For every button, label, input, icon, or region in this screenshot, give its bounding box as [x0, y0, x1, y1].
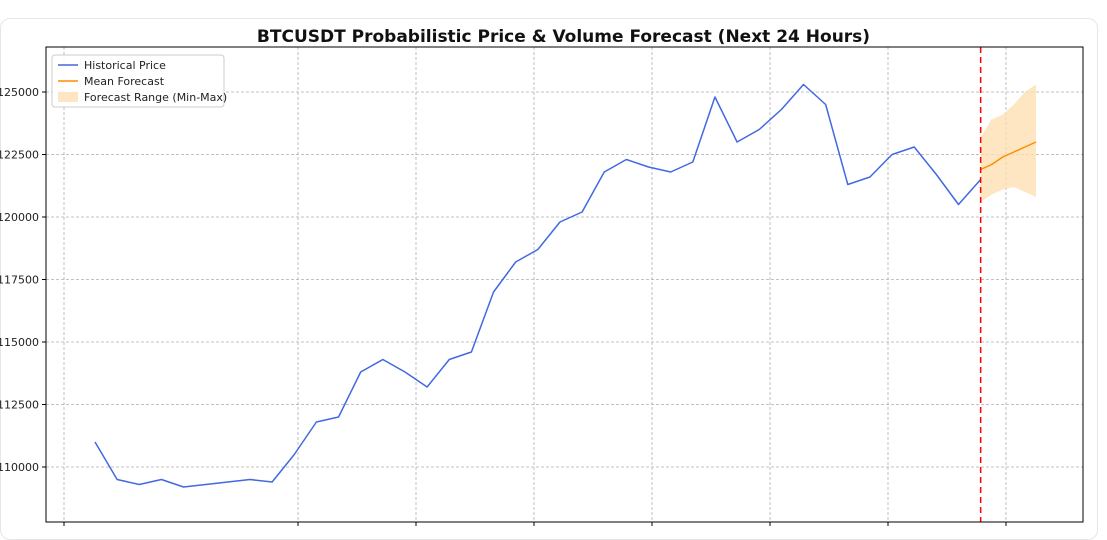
legend-swatch	[58, 92, 78, 102]
legend-label: Forecast Range (Min-Max)	[84, 91, 227, 104]
y-tick-label: 120000	[0, 211, 39, 224]
series-line	[94, 83, 982, 488]
legend-box	[51, 54, 225, 108]
y-tick-label: 115000	[0, 336, 39, 349]
forecast-band-layer	[980, 84, 1036, 202]
plot-frame	[45, 46, 1084, 523]
series-line	[980, 141, 1037, 171]
y-tick-label: 122500	[0, 149, 39, 162]
legend-label: Mean Forecast	[84, 75, 165, 88]
forecast-range-band	[980, 84, 1036, 202]
legend-label: Historical Price	[84, 59, 166, 72]
grid-layer	[46, 47, 1083, 522]
legend: Historical Price Mean Forecast Forecast Ra…	[51, 54, 227, 108]
axis-layer: 110000 112500 115000 117500 120000 122500 1250…	[0, 46, 1084, 526]
y-tick-label: 117500	[0, 274, 39, 287]
chart-title: BTCUSDT Probabilistic Price & Volume For…	[256, 27, 871, 47]
y-tick-label: 112500	[0, 399, 39, 412]
y-tick-label: 125000	[0, 86, 39, 99]
chart-svg: 110000 112500 115000 117500 120000 122500 1250…	[0, 46, 1084, 526]
y-tick-label: 110000	[0, 461, 39, 474]
series-layer	[94, 47, 1037, 522]
